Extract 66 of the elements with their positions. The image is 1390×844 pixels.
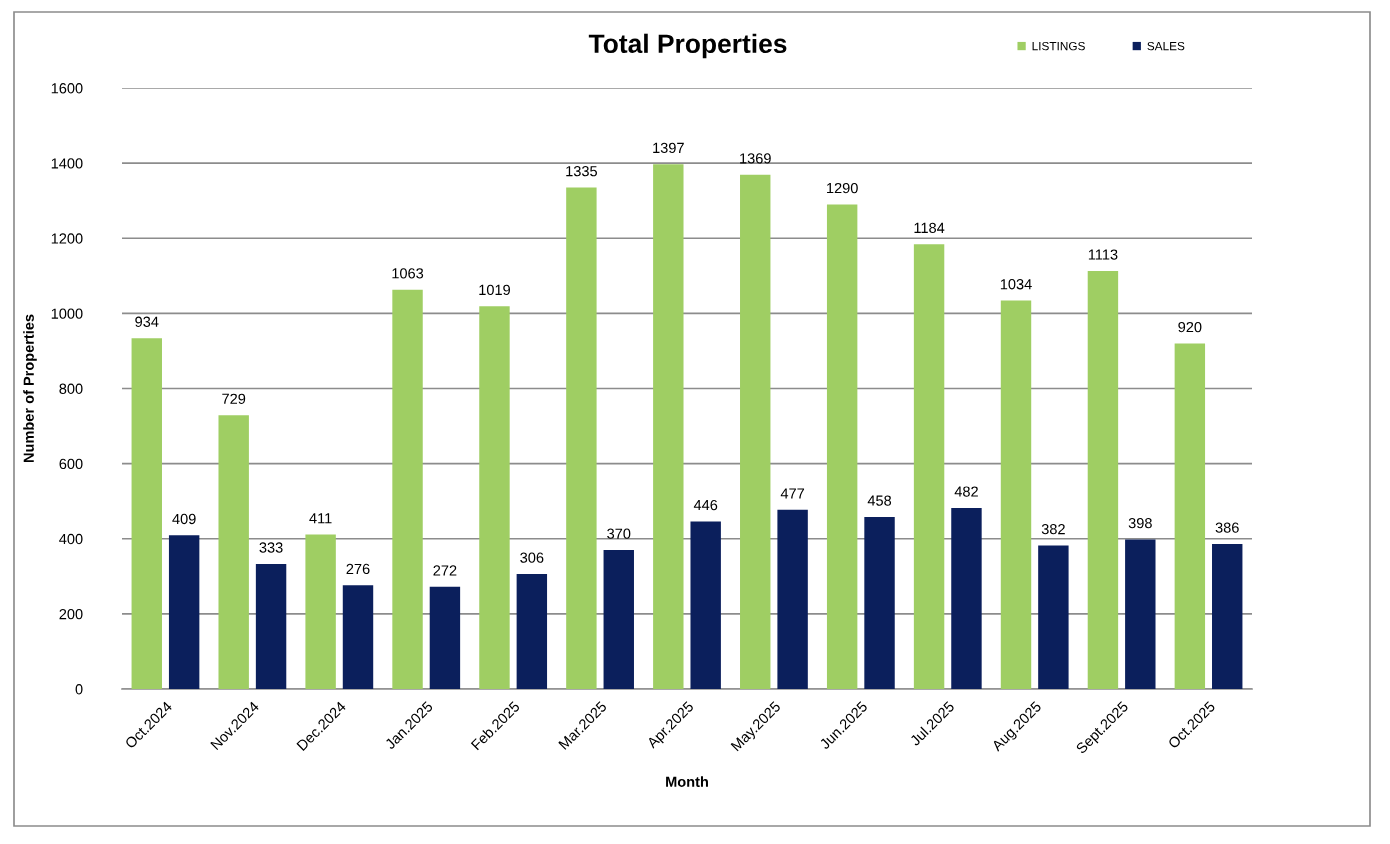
bar xyxy=(218,415,249,689)
bar xyxy=(864,516,895,689)
bar xyxy=(653,164,684,689)
bar xyxy=(342,585,374,689)
bar xyxy=(1212,544,1243,689)
bar xyxy=(740,174,771,689)
bar xyxy=(168,535,200,689)
data-label: 1019 xyxy=(479,284,510,296)
y-tick-label: 1000 xyxy=(51,308,83,319)
bar xyxy=(392,289,423,689)
y-tick-label: 800 xyxy=(59,383,83,394)
y-tick-label: 0 xyxy=(75,684,83,695)
data-label: 934 xyxy=(135,316,159,327)
bar xyxy=(429,586,461,689)
bar xyxy=(777,509,808,689)
bar xyxy=(913,244,945,689)
x-axis-title: Month xyxy=(666,776,708,787)
y-tick-label: 200 xyxy=(59,608,83,620)
bar xyxy=(826,204,858,689)
data-label: 729 xyxy=(222,393,246,404)
y-tick-label: 400 xyxy=(59,533,83,545)
data-label: 1290 xyxy=(827,182,858,194)
data-label: 409 xyxy=(172,513,196,525)
data-label: 276 xyxy=(346,563,370,575)
data-label: 1369 xyxy=(740,153,771,164)
data-label: 370 xyxy=(607,528,631,539)
legend-label: LISTINGS xyxy=(1032,41,1085,51)
bar xyxy=(305,534,336,689)
bar xyxy=(603,550,634,689)
data-label: 306 xyxy=(520,552,544,563)
data-label: 398 xyxy=(1128,517,1152,529)
y-axis-title: Number of Properties xyxy=(23,314,37,463)
bar xyxy=(1038,545,1069,689)
data-label: 411 xyxy=(309,513,332,524)
bar xyxy=(566,187,597,689)
bar xyxy=(1000,300,1032,689)
y-tick-label: 600 xyxy=(59,458,83,470)
data-label: 1034 xyxy=(1000,279,1032,290)
data-label: 477 xyxy=(780,488,805,499)
data-label: 1397 xyxy=(653,142,684,154)
data-label: 1113 xyxy=(1088,249,1118,260)
bar xyxy=(690,521,721,689)
y-tick-label: 1600 xyxy=(51,83,83,94)
bar xyxy=(131,338,162,689)
data-label: 333 xyxy=(259,542,283,553)
data-label: 1063 xyxy=(392,268,424,279)
y-tick-label: 1400 xyxy=(51,158,83,169)
bar xyxy=(516,574,548,689)
data-label: 1184 xyxy=(914,222,945,234)
bar xyxy=(951,507,982,689)
data-label: 272 xyxy=(433,565,457,576)
bar xyxy=(1125,539,1156,689)
chart-title: Total Properties xyxy=(588,33,787,59)
data-label: 386 xyxy=(1215,522,1239,533)
bar xyxy=(1174,343,1206,689)
data-label: 1335 xyxy=(566,166,597,177)
bar xyxy=(1087,270,1119,689)
data-label: 920 xyxy=(1178,321,1202,333)
data-label: 446 xyxy=(693,499,718,511)
y-tick-label: 1200 xyxy=(51,233,83,244)
bar xyxy=(255,563,287,689)
data-label: 382 xyxy=(1041,523,1065,535)
legend-label: SALES xyxy=(1147,41,1185,51)
bar xyxy=(479,306,510,689)
data-label: 482 xyxy=(954,486,978,497)
data-label: 458 xyxy=(867,495,892,506)
